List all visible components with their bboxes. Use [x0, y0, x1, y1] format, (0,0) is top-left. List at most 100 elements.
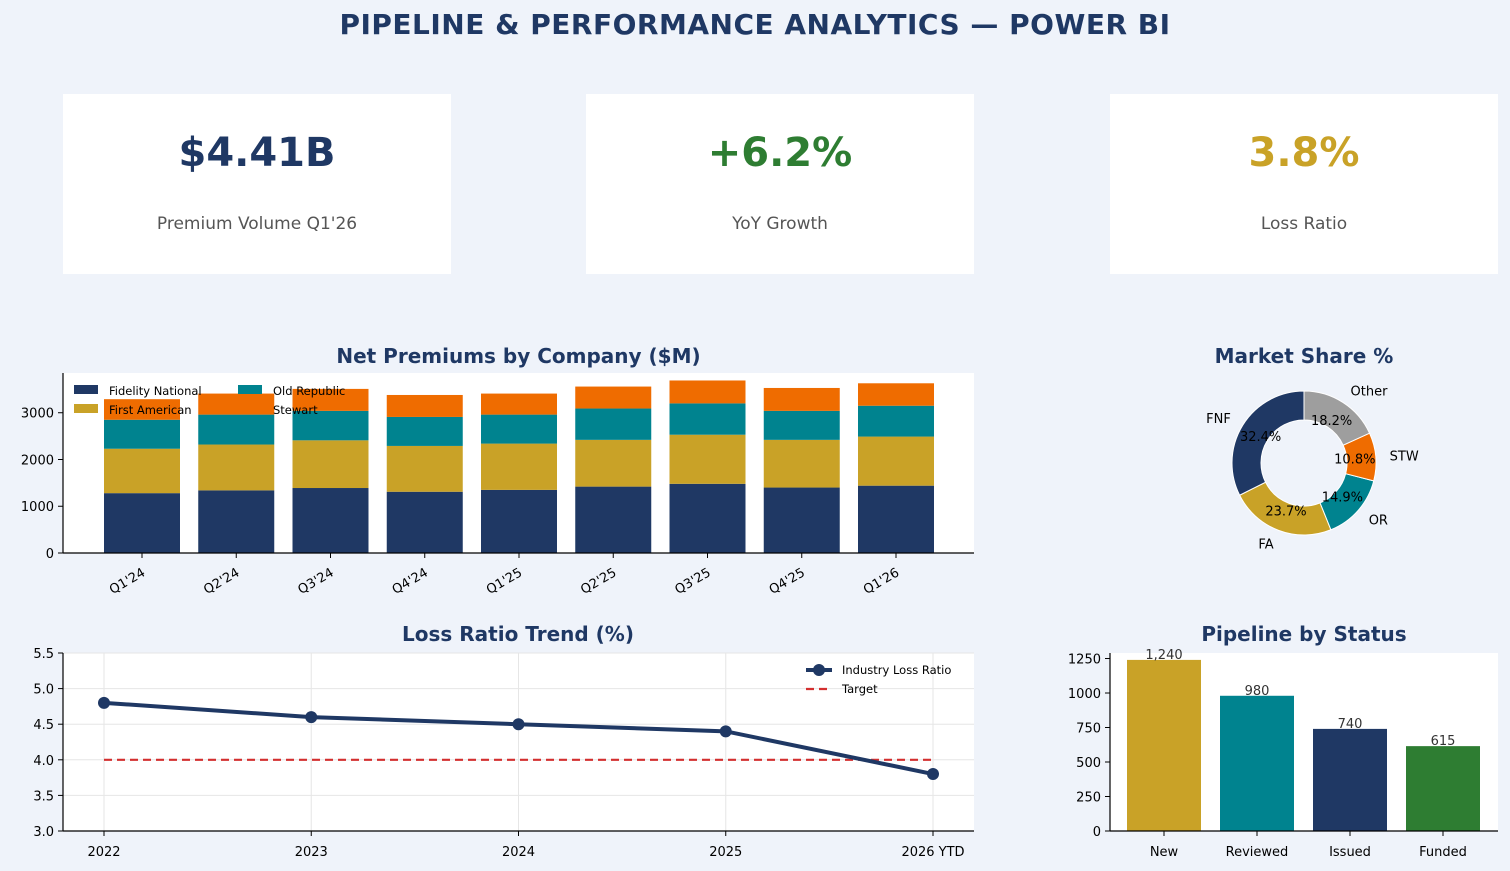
legend-label: Fidelity National [109, 384, 202, 398]
legend-label: Stewart [273, 403, 318, 417]
legend-marker [813, 664, 825, 676]
slice-percent: 14.9% [1322, 491, 1363, 506]
bar-segment [386, 416, 463, 446]
x-tick-label: Q2'25 [578, 565, 619, 597]
bar [1313, 728, 1387, 831]
bar-segment [858, 485, 934, 553]
bar-segment [198, 414, 275, 445]
bar-segment [104, 419, 180, 449]
bar-segment [763, 410, 840, 440]
slice-label: Other [1351, 385, 1389, 400]
bar-value-label: 1,240 [1145, 648, 1182, 663]
bar-segment [104, 448, 180, 494]
bar-segment [198, 490, 275, 553]
y-tick-label: 5.5 [33, 647, 54, 662]
y-tick-label: 3.5 [33, 789, 54, 804]
x-tick-label: Q1'25 [484, 565, 525, 597]
kpi-value: $4.41B [178, 130, 336, 176]
data-point [305, 711, 318, 724]
bar-segment [858, 383, 934, 406]
bar-value-label: 740 [1338, 717, 1363, 732]
x-tick-label: 2024 [502, 845, 535, 860]
chart-title: Pipeline by Status [1201, 622, 1406, 646]
kpi-card-yoy-growth[interactable]: +6.2% YoY Growth [586, 94, 974, 274]
slice-label: FNF [1206, 412, 1231, 427]
y-tick-label: 1000 [1068, 687, 1101, 702]
data-point [512, 718, 525, 731]
bar-segment [575, 408, 652, 440]
bar-segment [481, 443, 557, 490]
bar-segment [481, 489, 557, 553]
y-tick-label: 0 [46, 547, 54, 562]
x-tick-label: New [1150, 845, 1179, 860]
bar [1406, 746, 1480, 831]
y-tick-label: 5.0 [33, 683, 54, 698]
bar-segment [481, 414, 557, 444]
bar-segment [669, 380, 746, 404]
y-tick-label: 2000 [21, 453, 54, 468]
y-tick-label: 3000 [21, 407, 54, 422]
legend-swatch [74, 385, 98, 394]
y-tick-label: 1250 [1068, 653, 1101, 668]
bar-segment [763, 387, 840, 411]
bar-segment [292, 440, 369, 489]
legend-label: Old Republic [273, 384, 345, 398]
bar-segment [858, 436, 934, 486]
slice-percent: 23.7% [1265, 505, 1306, 520]
bar-segment [386, 445, 463, 492]
bar-segment [198, 444, 275, 491]
bar [1220, 695, 1294, 831]
chart-title: Net Premiums by Company ($M) [336, 344, 700, 368]
kpi-card-premium-volume[interactable]: $4.41B Premium Volume Q1'26 [63, 94, 451, 274]
chart-title: Loss Ratio Trend (%) [402, 622, 634, 646]
chart-title: Market Share % [1215, 344, 1394, 368]
bar-segment [575, 439, 652, 487]
y-tick-label: 750 [1076, 722, 1101, 737]
slice-percent: 32.4% [1240, 430, 1281, 445]
bar-segment [669, 434, 746, 484]
bar-segment [763, 439, 840, 488]
x-tick-label: Reviewed [1226, 845, 1289, 860]
x-tick-label: Q4'25 [767, 565, 808, 597]
slice-percent: 18.2% [1311, 414, 1352, 429]
x-tick-label: 2023 [295, 845, 328, 860]
legend-swatch [238, 404, 262, 413]
kpi-value: 3.8% [1248, 130, 1360, 176]
kpi-card-loss-ratio[interactable]: 3.8% Loss Ratio [1110, 94, 1498, 274]
y-tick-label: 4.0 [33, 754, 54, 769]
bar-segment [292, 410, 369, 441]
bar-segment [104, 399, 180, 420]
bar-value-label: 980 [1245, 684, 1270, 699]
y-tick-label: 0 [1093, 825, 1101, 840]
legend-swatch [74, 404, 98, 413]
x-tick-label: Funded [1419, 845, 1467, 860]
slice-label: FA [1258, 537, 1273, 552]
data-point [98, 696, 110, 709]
bar-segment [669, 483, 746, 553]
x-tick-label: Issued [1329, 845, 1371, 860]
kpi-label: Loss Ratio [1260, 214, 1348, 234]
bar-segment [858, 405, 934, 437]
bar-segment [198, 393, 275, 415]
kpi-value: +6.2% [707, 130, 853, 176]
slice-label: STW [1390, 449, 1419, 464]
bar-segment [104, 493, 180, 553]
bar-segment [386, 491, 463, 553]
bar-segment [386, 394, 463, 417]
bar-segment [292, 388, 369, 411]
legend-label: First American [109, 403, 192, 417]
bar-segment [669, 403, 746, 435]
x-tick-label: Q1'24 [107, 565, 148, 597]
y-tick-label: 4.5 [33, 718, 54, 733]
x-tick-label: Q3'24 [296, 565, 337, 597]
y-tick-label: 3.0 [33, 825, 54, 840]
x-tick-label: 2025 [709, 845, 742, 860]
x-tick-label: Q2'24 [201, 565, 242, 597]
x-tick-label: 2022 [87, 845, 120, 860]
bar-segment [292, 488, 369, 553]
x-tick-label: Q1'26 [861, 565, 902, 597]
data-point [719, 725, 732, 738]
dashboard-title: PIPELINE & PERFORMANCE ANALYTICS — POWER… [339, 8, 1171, 41]
donut-slice [1303, 390, 1371, 446]
